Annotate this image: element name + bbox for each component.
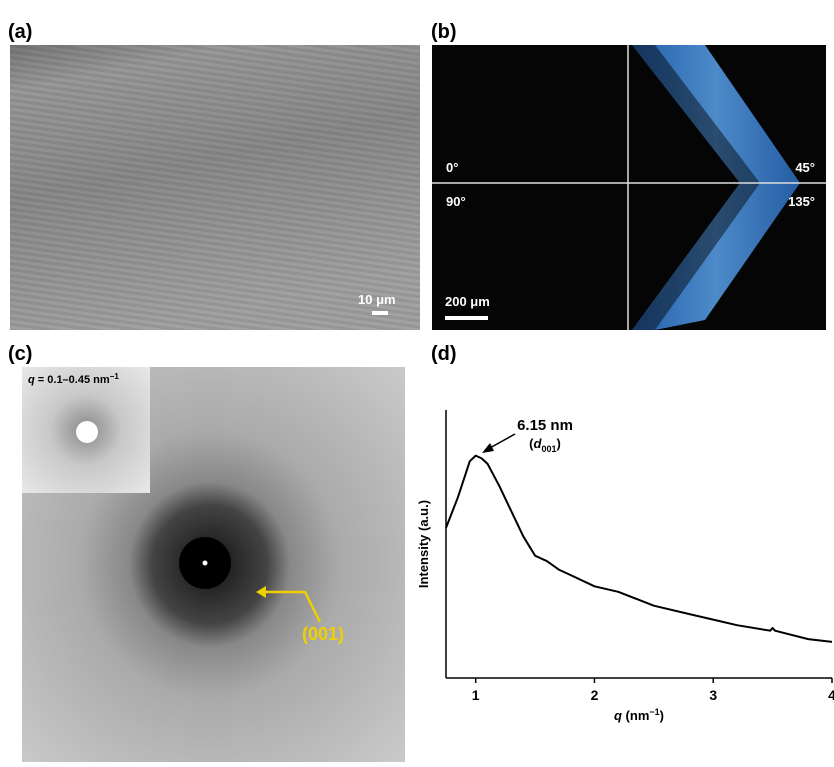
annotation-part: ): [556, 436, 560, 451]
peak-annotation-sub: (d001): [529, 436, 561, 454]
panel-label: (b): [431, 21, 457, 43]
peak-annotation: 6.15 nm: [517, 417, 573, 434]
inset-label: q = 0.1–0.45 nm−1: [28, 372, 119, 386]
angle-label: 135°: [788, 194, 815, 209]
x-axis-label-part: q: [614, 708, 622, 723]
panel-label: (a): [8, 21, 32, 43]
scale-bar-label: 200 μm: [445, 294, 490, 309]
sem-texture: [10, 45, 420, 330]
scale-bar: [445, 316, 488, 320]
inset-beamstop: [76, 421, 98, 443]
panel-label: (c): [8, 343, 32, 365]
y-axis-label: Intensity (a.u.): [416, 500, 431, 588]
x-tick-label: 2: [591, 687, 599, 703]
peak-annotation: (001): [302, 624, 344, 644]
x-axis-label-part: (nm: [622, 708, 649, 723]
x-axis-label-part: −1: [649, 707, 659, 717]
panel-label: (d): [431, 343, 457, 365]
annotation-arrow: [488, 434, 515, 449]
x-axis-label: q (nm−1): [614, 707, 664, 723]
angle-label: 45°: [795, 160, 815, 175]
x-axis-label-part: ): [660, 708, 664, 723]
data-line: [446, 456, 832, 642]
x-tick-label: 1: [472, 687, 480, 703]
scale-bar-label: 10 μm: [358, 292, 396, 307]
beam-center: [203, 561, 208, 566]
x-tick-label: 3: [709, 687, 717, 703]
angle-label: 90°: [446, 194, 466, 209]
arrow-head: [482, 443, 494, 453]
scale-bar: [372, 311, 388, 315]
inset-label-part: = 0.1–0.45 nm: [35, 374, 110, 386]
x-tick-label: 4: [828, 687, 834, 703]
figure: (a) 10 μm (b) 0° 45° 90° 135° 200 μm (c)…: [0, 0, 834, 762]
annotation-part: 6.15 nm: [517, 417, 573, 434]
inset-label-part: −1: [110, 372, 120, 381]
annotation-part: 001: [541, 444, 556, 454]
angle-label: 0°: [446, 160, 458, 175]
